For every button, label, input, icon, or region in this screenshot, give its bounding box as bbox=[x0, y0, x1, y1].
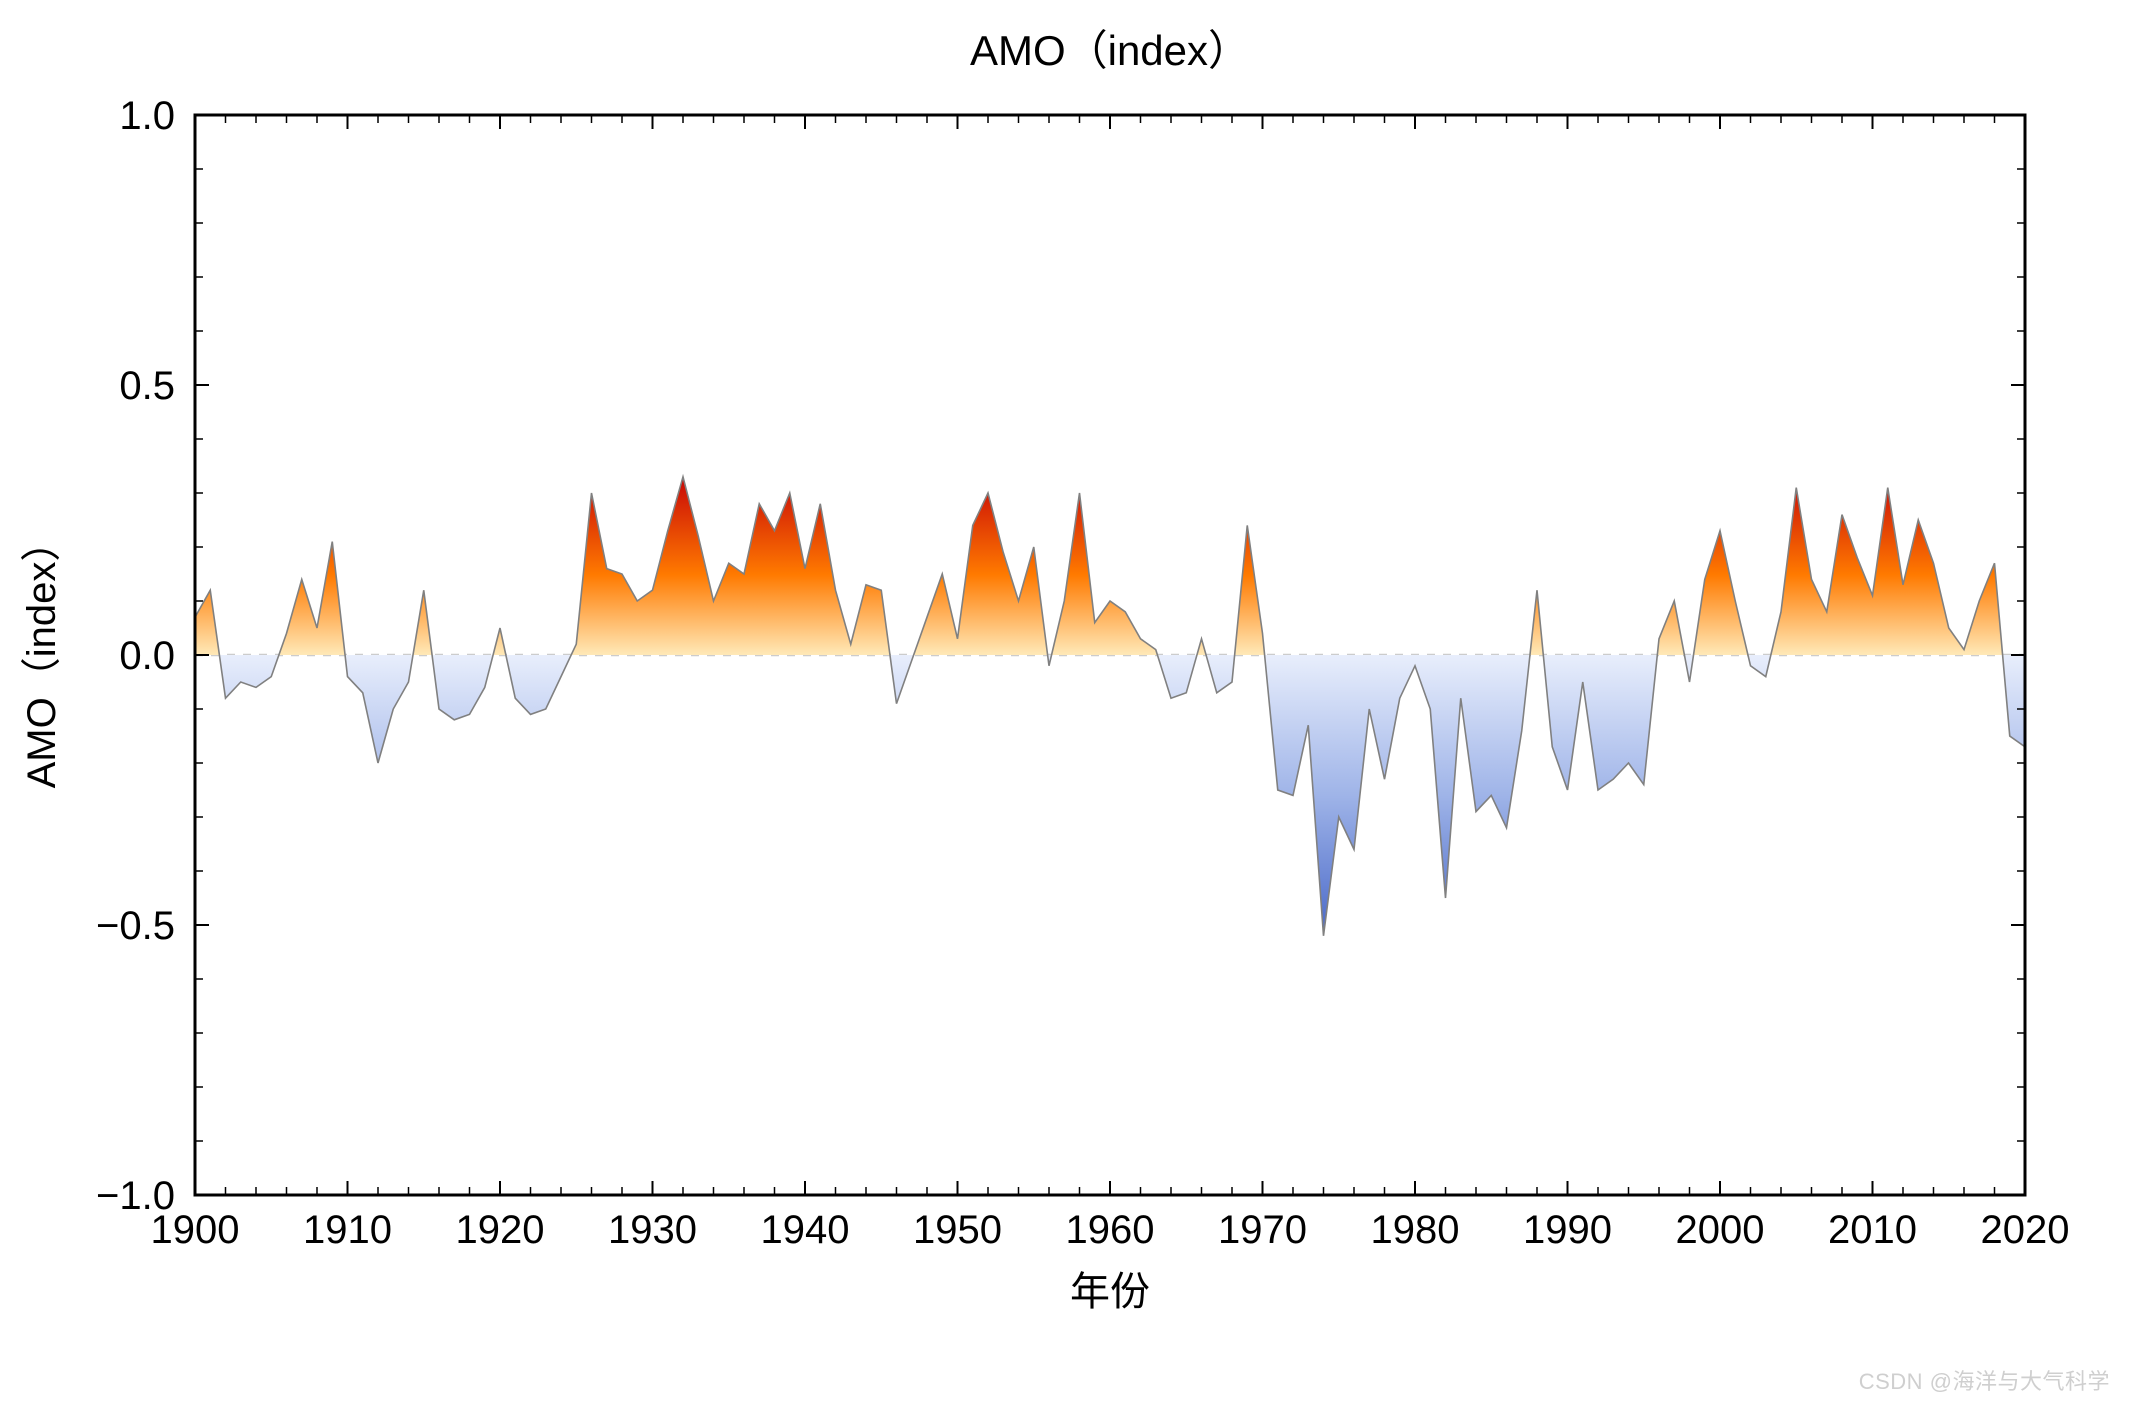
chart-title: AMO（index） bbox=[970, 27, 1250, 74]
y-tick-label: 0.5 bbox=[119, 364, 175, 408]
y-tick-label: 1.0 bbox=[119, 94, 175, 138]
y-tick-label: 0.0 bbox=[119, 634, 175, 678]
amo-chart: AMO（index）190019101920193019401950196019… bbox=[0, 0, 2138, 1414]
x-tick-label: 1910 bbox=[303, 1208, 392, 1252]
chart-container: AMO（index）190019101920193019401950196019… bbox=[0, 0, 2138, 1414]
watermark-text: CSDN @海洋与大气科学 bbox=[1859, 1364, 2110, 1396]
x-tick-label: 1920 bbox=[456, 1208, 545, 1252]
x-tick-label: 1990 bbox=[1523, 1208, 1612, 1252]
x-tick-label: 1930 bbox=[608, 1208, 697, 1252]
x-tick-label: 1960 bbox=[1066, 1208, 1155, 1252]
x-tick-label: 1980 bbox=[1371, 1208, 1460, 1252]
x-tick-label: 1940 bbox=[761, 1208, 850, 1252]
x-tick-label: 1970 bbox=[1218, 1208, 1307, 1252]
y-tick-label: −0.5 bbox=[96, 904, 175, 948]
x-tick-label: 2020 bbox=[1981, 1208, 2070, 1252]
negative-area bbox=[195, 477, 2025, 936]
y-tick-label: −1.0 bbox=[96, 1174, 175, 1218]
x-tick-label: 1950 bbox=[913, 1208, 1002, 1252]
x-tick-label: 2010 bbox=[1828, 1208, 1917, 1252]
x-tick-label: 2000 bbox=[1676, 1208, 1765, 1252]
y-axis-label: AMO（index） bbox=[20, 522, 64, 789]
x-axis-label: 年份 bbox=[1070, 1270, 1150, 1314]
